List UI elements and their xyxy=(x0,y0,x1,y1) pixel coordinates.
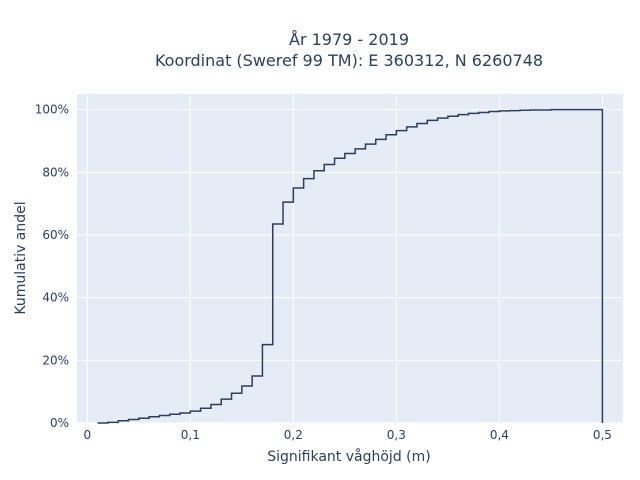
y-axis-ticks: 0% 20% 40% 60% 80% 100% xyxy=(35,103,69,430)
x-tick-label: 0,4 xyxy=(490,428,509,442)
y-tick-label: 60% xyxy=(42,228,69,242)
x-tick-label: 0 xyxy=(83,428,91,442)
x-axis-title: Signifikant våghöjd (m) xyxy=(267,448,430,465)
y-tick-label: 40% xyxy=(42,291,69,305)
y-tick-label: 0% xyxy=(50,416,69,430)
x-tick-label: 0,5 xyxy=(593,428,612,442)
cumulative-series-line xyxy=(97,108,604,424)
chart-title-line2: Koordinat (Sweref 99 TM): E 360312, N 62… xyxy=(155,51,543,70)
plot-background xyxy=(77,94,623,423)
x-tick-label: 0,1 xyxy=(181,428,200,442)
y-axis-title: Kumulativ andel xyxy=(13,201,29,314)
x-axis-ticks: 0 0,1 0,2 0,3 0,4 0,5 xyxy=(83,428,611,442)
x-tick-label: 0,2 xyxy=(284,428,303,442)
y-tick-label: 80% xyxy=(42,165,69,179)
chart-title-line1: År 1979 - 2019 xyxy=(289,30,409,49)
y-tick-label: 100% xyxy=(35,103,69,117)
x-tick-label: 0,3 xyxy=(387,428,406,442)
y-tick-label: 20% xyxy=(42,353,69,367)
series-layer xyxy=(97,108,604,424)
